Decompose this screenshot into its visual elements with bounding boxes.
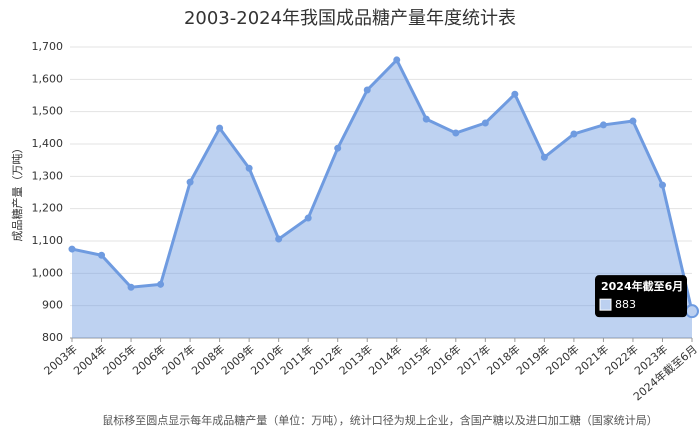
point [393,56,401,64]
point [98,251,106,259]
tooltip-title: 2024年截至6月 [601,279,683,293]
y-tick-label: 1,000 [32,266,64,279]
point [658,181,666,189]
point [629,117,637,125]
tooltip-swatch [599,298,612,311]
point [481,119,489,127]
point [452,129,460,137]
point [599,121,607,129]
point [304,214,312,222]
y-tick-label: 800 [42,331,63,344]
point [186,178,194,186]
point [422,115,430,123]
point [68,245,76,253]
y-axis-label: 成品糖产量（万吨） [10,143,24,242]
point [511,90,519,98]
y-tick-label: 1,600 [32,72,64,85]
y-tick-label: 1,200 [32,202,64,215]
line [71,57,694,312]
area [72,59,692,338]
y-tick-label: 1,400 [32,137,64,150]
point [216,124,224,132]
point [157,280,165,288]
point [127,283,135,291]
y-tick-label: 1,700 [32,40,64,53]
point [275,235,283,243]
tooltip-box [595,275,687,318]
point [363,86,371,94]
point [570,130,578,138]
tooltip-value: 883 [615,298,636,311]
point [245,164,253,172]
point [685,304,699,319]
y-tick-label: 900 [42,299,63,312]
point [334,144,342,152]
chart-title: 2003-2024年我国成品糖产量年度统计表 [184,8,516,29]
point [540,153,548,161]
y-tick-label: 1,100 [32,234,64,247]
y-tick-label: 1,300 [32,169,64,182]
footnote: 鼠标移至圆点显示每年成品糖产量（单位：万吨），统计口径为规上企业，含国产糖以及进… [102,413,658,427]
y-tick-label: 1,500 [32,105,64,118]
